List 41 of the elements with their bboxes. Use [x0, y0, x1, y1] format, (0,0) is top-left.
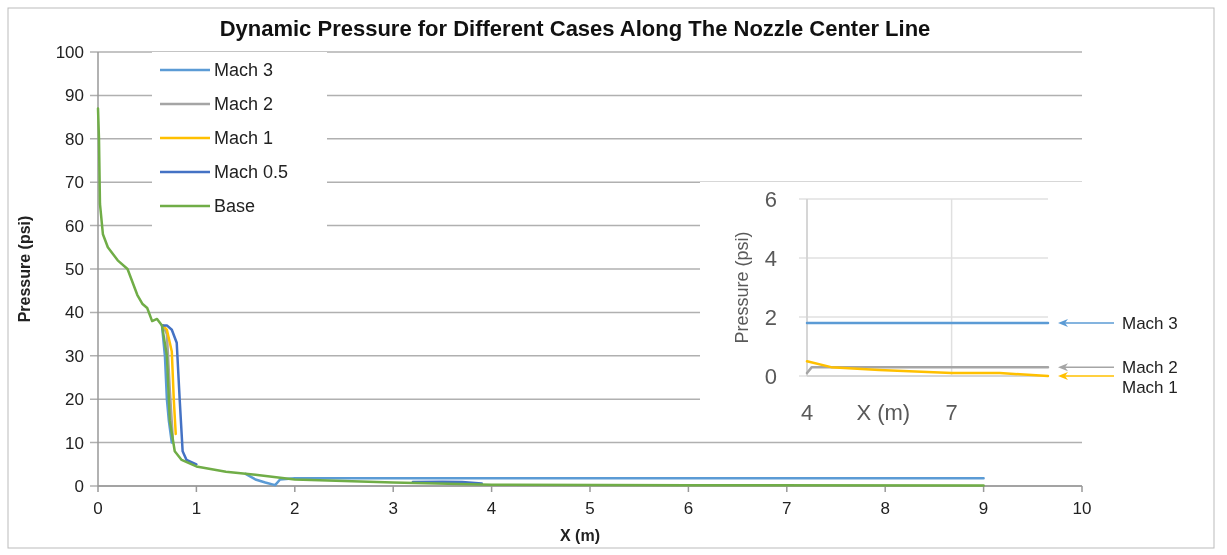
y-tick-label: 30 [65, 346, 84, 366]
x-tick-label: 2 [290, 499, 300, 518]
x-tick-label: 0 [93, 499, 103, 518]
y-tick-label: 4 [764, 245, 777, 271]
legend-label: Base [214, 196, 256, 217]
legend-label: Mach 1 [214, 128, 274, 149]
y-tick-label: 2 [764, 304, 777, 330]
y-tick-label: 80 [65, 129, 84, 149]
legend-label: Mach 3 [214, 60, 274, 81]
y-tick-label: 40 [65, 303, 84, 323]
y-tick-label: 70 [65, 173, 84, 193]
x-tick-label: 8 [880, 499, 890, 518]
x-tick-label: 3 [388, 499, 398, 518]
x-axis-title: X (m) [560, 527, 600, 544]
x-tick-label: 9 [978, 499, 989, 518]
legend-label: Mach 2 [214, 94, 274, 115]
x-tick-label: 7 [945, 400, 958, 425]
y-tick-label: 60 [65, 216, 84, 236]
y-tick-label: 100 [55, 42, 84, 62]
legend-label: Mach 0.5 [214, 162, 289, 183]
y-tick-label: 0 [74, 476, 84, 496]
y-tick-label: 0 [764, 363, 777, 389]
y-tick-label: 6 [764, 186, 777, 212]
x-tick-label: 6 [683, 499, 694, 518]
x-tick-label: 7 [782, 499, 792, 518]
x-tick-label: 4 [486, 499, 497, 518]
y-tick-label: 90 [65, 86, 84, 106]
chart-title: Dynamic Pressure for Different Cases Along The Nozzle Center Line [219, 16, 931, 41]
x-tick-label: 1 [191, 499, 202, 518]
x-axis-title: X (m) [856, 400, 911, 425]
y-tick-label: 50 [65, 259, 84, 279]
line-series [161, 324, 177, 436]
legend-label: Mach 2 [1122, 358, 1178, 378]
legend-label: Mach 3 [1122, 313, 1178, 333]
y-tick-label: 10 [65, 433, 84, 453]
y-axis-title: Pressure (psi) [16, 215, 33, 323]
x-tick-label: 5 [585, 499, 595, 518]
legend-label: Mach 1 [1122, 378, 1178, 398]
y-axis-title: Pressure (psi) [732, 231, 752, 344]
x-tick-label: 10 [1072, 499, 1092, 518]
y-tick-label: 20 [65, 390, 84, 410]
